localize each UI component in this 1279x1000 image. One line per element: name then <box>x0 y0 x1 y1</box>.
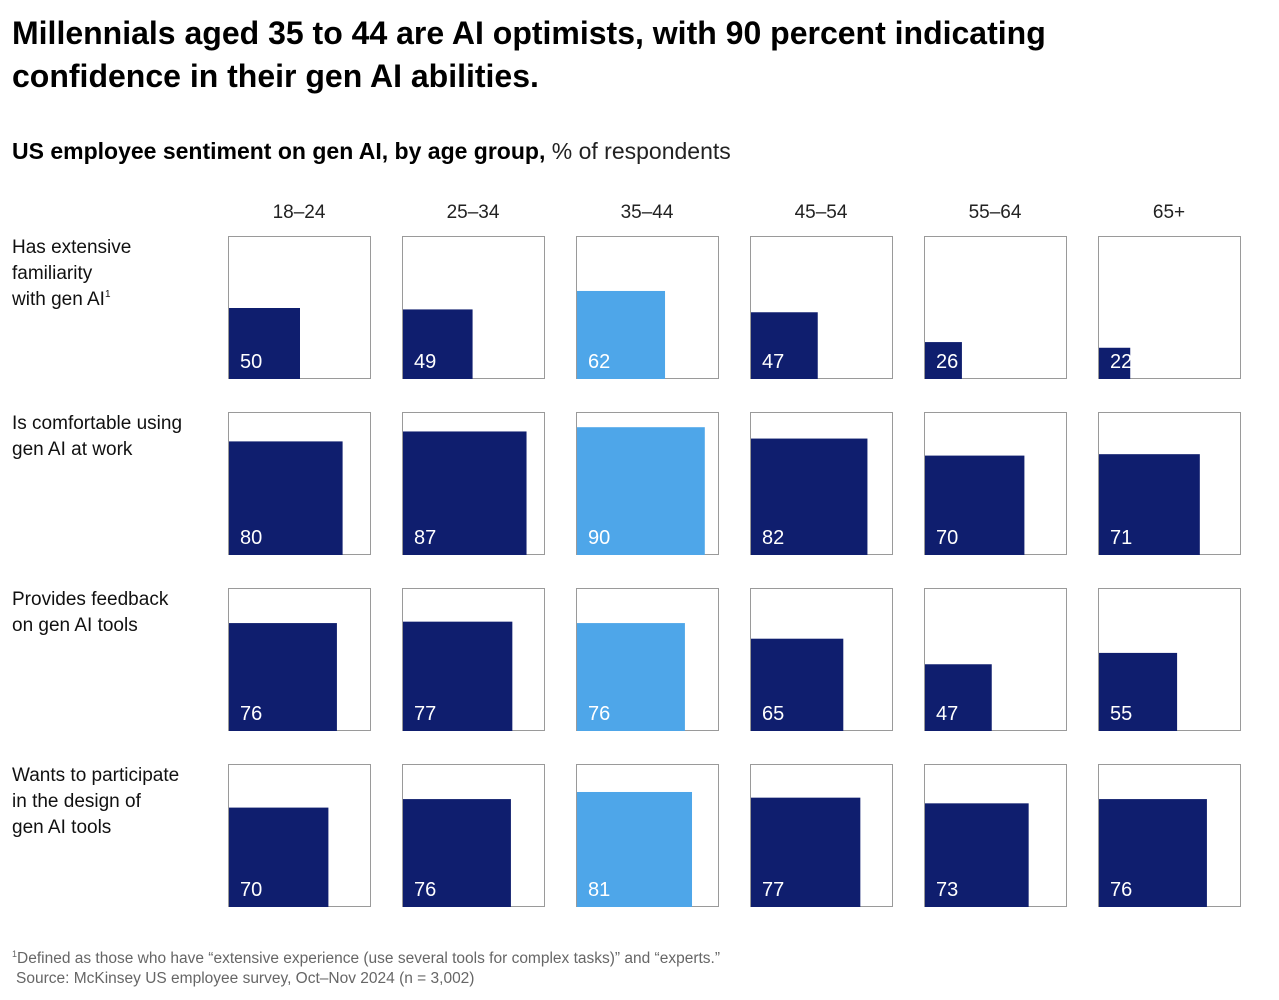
data-label: 62 <box>588 351 610 373</box>
row-label-line: with gen AI <box>11 289 105 310</box>
row-label-line: in the design of <box>12 791 142 812</box>
data-label: 77 <box>414 703 436 725</box>
bar <box>925 664 992 731</box>
bar <box>403 621 513 731</box>
data-label: 80 <box>240 527 262 549</box>
bar <box>925 342 962 379</box>
row-label-line: Is comfortable using <box>12 413 182 434</box>
row-label-line: Wants to participate <box>12 765 179 786</box>
data-label: 76 <box>1110 879 1132 901</box>
footnote-marker: 1 <box>12 949 18 959</box>
bar <box>1099 799 1207 907</box>
footnote-text: Defined as those who have “extensive exp… <box>17 950 721 967</box>
data-label: 76 <box>240 703 262 725</box>
bar <box>229 441 343 555</box>
source-note: Source: McKinsey US employee survey, Oct… <box>16 970 475 987</box>
bar <box>577 623 685 731</box>
bar <box>1099 652 1178 731</box>
data-label: 65 <box>762 703 784 725</box>
bar <box>403 799 511 907</box>
bar <box>1099 454 1200 555</box>
bar <box>229 807 329 907</box>
data-label: 73 <box>936 879 958 901</box>
row-label: Wants to participate in the design of gen … <box>12 765 179 838</box>
bar <box>1099 347 1131 379</box>
row-label-line: gen AI tools <box>12 817 111 838</box>
footnote-marker: 1 <box>105 289 111 300</box>
bar <box>925 803 1029 907</box>
data-label: 26 <box>936 351 958 373</box>
bar <box>925 455 1025 555</box>
small-multiples-chart: 18–24 25–34 35–44 45–54 55–64 65+ Has extensiv… <box>11 202 1241 907</box>
footnote: 1Defined as those who have “extensive ex… <box>12 944 720 989</box>
bar <box>229 308 300 379</box>
bar <box>403 309 473 379</box>
bar <box>577 791 693 907</box>
column-label: 45–54 <box>795 202 848 223</box>
data-label: 47 <box>762 351 784 373</box>
bar <box>751 438 868 555</box>
data-label: 76 <box>588 703 610 725</box>
row-label-line: on gen AI tools <box>12 615 138 636</box>
row-label: Is comfortable using gen AI at work <box>12 413 182 460</box>
row-label-line: Has extensive <box>12 237 131 258</box>
chart-subtitle: US employee sentiment on gen AI, by age … <box>12 138 731 165</box>
column-label: 25–34 <box>447 202 500 223</box>
chart-title: Millennials aged 35 to 44 are AI optimis… <box>12 15 1046 94</box>
data-label: 22 <box>1110 351 1132 373</box>
data-label: 76 <box>414 879 436 901</box>
data-label: 81 <box>588 879 610 901</box>
data-label: 90 <box>588 527 610 549</box>
bar <box>229 623 337 731</box>
subtitle-unit: % of respondents <box>551 138 731 164</box>
row-label-line: familiarity <box>12 263 93 284</box>
column-label: 55–64 <box>969 202 1022 223</box>
data-label: 82 <box>762 527 784 549</box>
data-label: 47 <box>936 703 958 725</box>
row-label: Has extensive familiarity with gen AI1 <box>11 237 131 310</box>
data-label: 71 <box>1110 527 1132 549</box>
row-label-line: gen AI at work <box>12 439 133 460</box>
bar <box>577 427 705 555</box>
column-label: 65+ <box>1153 202 1185 223</box>
bar <box>751 797 861 907</box>
row-label-line: Provides feedback <box>12 589 169 610</box>
row-label: Provides feedback on gen AI tools <box>12 589 169 636</box>
bar <box>577 290 666 379</box>
bar <box>751 312 818 379</box>
bar <box>403 431 527 555</box>
data-label: 55 <box>1110 703 1132 725</box>
data-label: 87 <box>414 527 436 549</box>
data-label: 70 <box>936 527 958 549</box>
data-label: 49 <box>414 351 436 373</box>
bar <box>751 638 844 731</box>
subtitle-main: US employee sentiment on gen AI, by age … <box>12 138 546 164</box>
column-label: 35–44 <box>621 202 674 223</box>
data-label: 77 <box>762 879 784 901</box>
data-label: 70 <box>240 879 262 901</box>
column-label: 18–24 <box>273 202 326 223</box>
data-label: 50 <box>240 351 262 373</box>
